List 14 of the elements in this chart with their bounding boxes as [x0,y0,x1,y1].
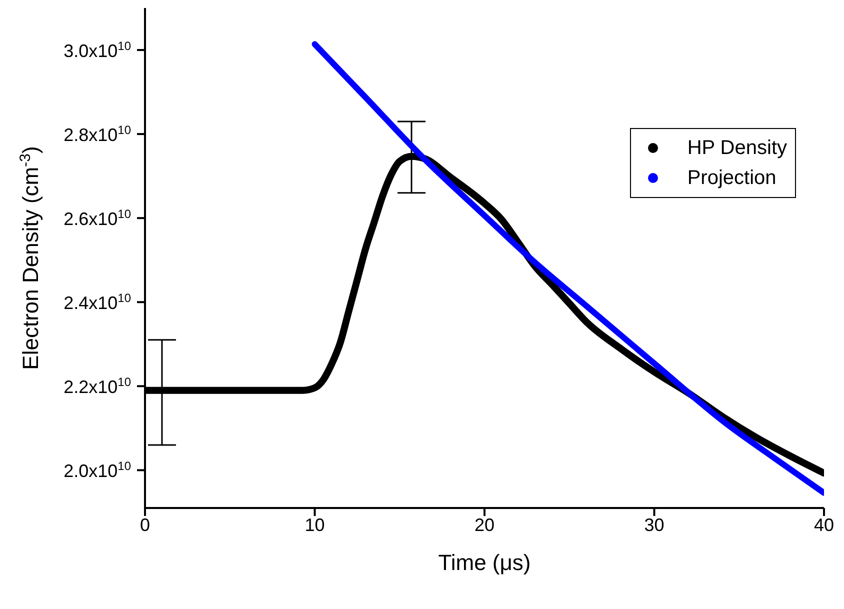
y-tick-label: 2.8x10$^{10}$ [64,123,132,146]
y-tick-label: 2.0x10$^{10}$ [64,459,132,482]
y-tick-label: 2.6x10$^{10}$ [64,207,132,230]
y-tick-label: 3.0x10$^{10}$ [64,39,132,62]
x-tick-label: 40 [814,514,834,535]
legend-label: Projection [687,166,776,190]
x-tick-label: 10 [304,514,325,535]
x-tick-label: 30 [644,514,664,535]
x-tick-label: 20 [474,514,495,535]
y-tick-label: 2.2x10$^{10}$ [64,375,132,398]
y-tick-label: 2.4x10$^{10}$ [64,291,132,314]
x-tick-label: 0 [140,514,150,535]
legend-label: HP Density [687,136,787,160]
x-axis-title: Time (μs) [438,550,531,575]
